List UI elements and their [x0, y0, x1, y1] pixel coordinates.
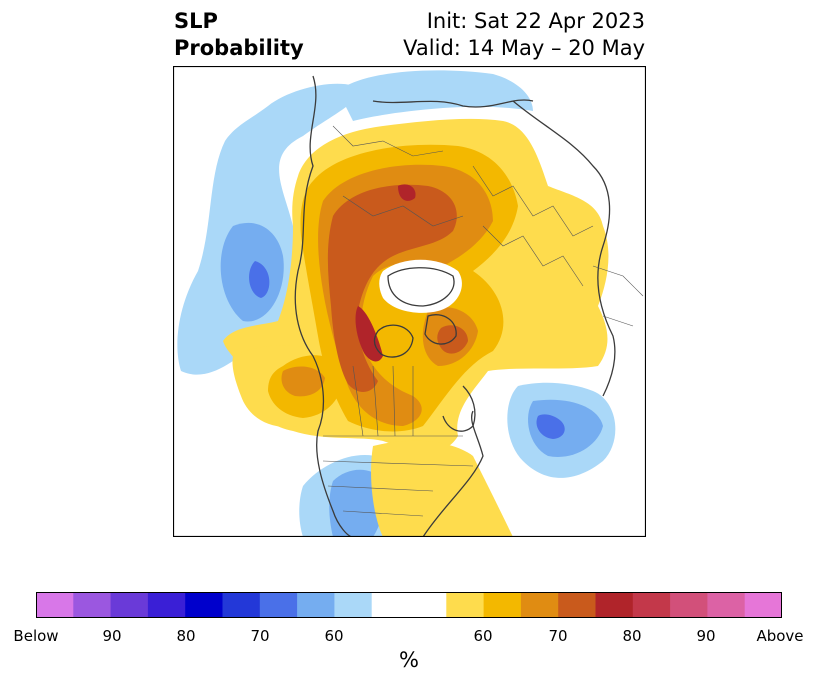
colorbar-swatch-4 — [185, 592, 223, 618]
colorbar-swatch-16 — [670, 592, 708, 618]
colorbar-swatch-12 — [520, 592, 559, 618]
colorbar-swatch-5 — [222, 592, 261, 618]
colorbar-swatch-14 — [595, 592, 634, 618]
colorbar-tick-above: Above — [756, 627, 804, 645]
colorbar-swatch-1 — [73, 592, 112, 618]
colorbar-swatch-15 — [632, 592, 671, 618]
title-right: Init: Sat 22 Apr 2023 Valid: 14 May – 20… — [403, 8, 645, 62]
colorbar-swatch-13 — [558, 592, 596, 618]
colorbar-tick-below-60: 60 — [324, 627, 344, 645]
colorbar-tick-above-60: 60 — [473, 627, 493, 645]
colorbar-swatch-18 — [744, 592, 782, 618]
colorbar-swatch-17 — [707, 592, 746, 618]
colorbar-unit-label: % — [399, 648, 419, 672]
colorbar-swatch-2 — [110, 592, 149, 618]
colorbar-swatch-9 — [371, 592, 447, 618]
colorbar-tick-below-80: 80 — [176, 627, 196, 645]
colorbar-tick-above-80: 80 — [622, 627, 642, 645]
colorbar-swatch-10 — [446, 592, 485, 618]
colorbar-swatch-3 — [147, 592, 186, 618]
title-type: Probability — [174, 36, 304, 60]
colorbar-tick-above-90: 90 — [696, 627, 716, 645]
below-normal-areas — [177, 70, 616, 537]
colorbar-swatch-7 — [297, 592, 335, 618]
colorbar-tick-below: Below — [13, 627, 59, 645]
init-date: Init: Sat 22 Apr 2023 — [426, 9, 645, 33]
probability-map — [173, 66, 646, 537]
valid-range: Valid: 14 May – 20 May — [403, 36, 645, 60]
coastlines — [294, 75, 616, 537]
colorbar-tick-below-70: 70 — [250, 627, 270, 645]
political-borders — [322, 125, 644, 517]
title-variable: SLP — [174, 9, 218, 33]
probability-colorbar — [36, 592, 782, 618]
colorbar-tick-above-70: 70 — [548, 627, 568, 645]
colorbar-swatch-6 — [259, 592, 298, 618]
colorbar-swatch-8 — [334, 592, 373, 618]
colorbar-tick-below-90: 90 — [102, 627, 122, 645]
colorbar-swatch-11 — [483, 592, 522, 618]
title-left: SLP Probability — [174, 8, 304, 62]
colorbar-swatch-0 — [36, 592, 74, 618]
colorbar-border — [36, 592, 782, 618]
